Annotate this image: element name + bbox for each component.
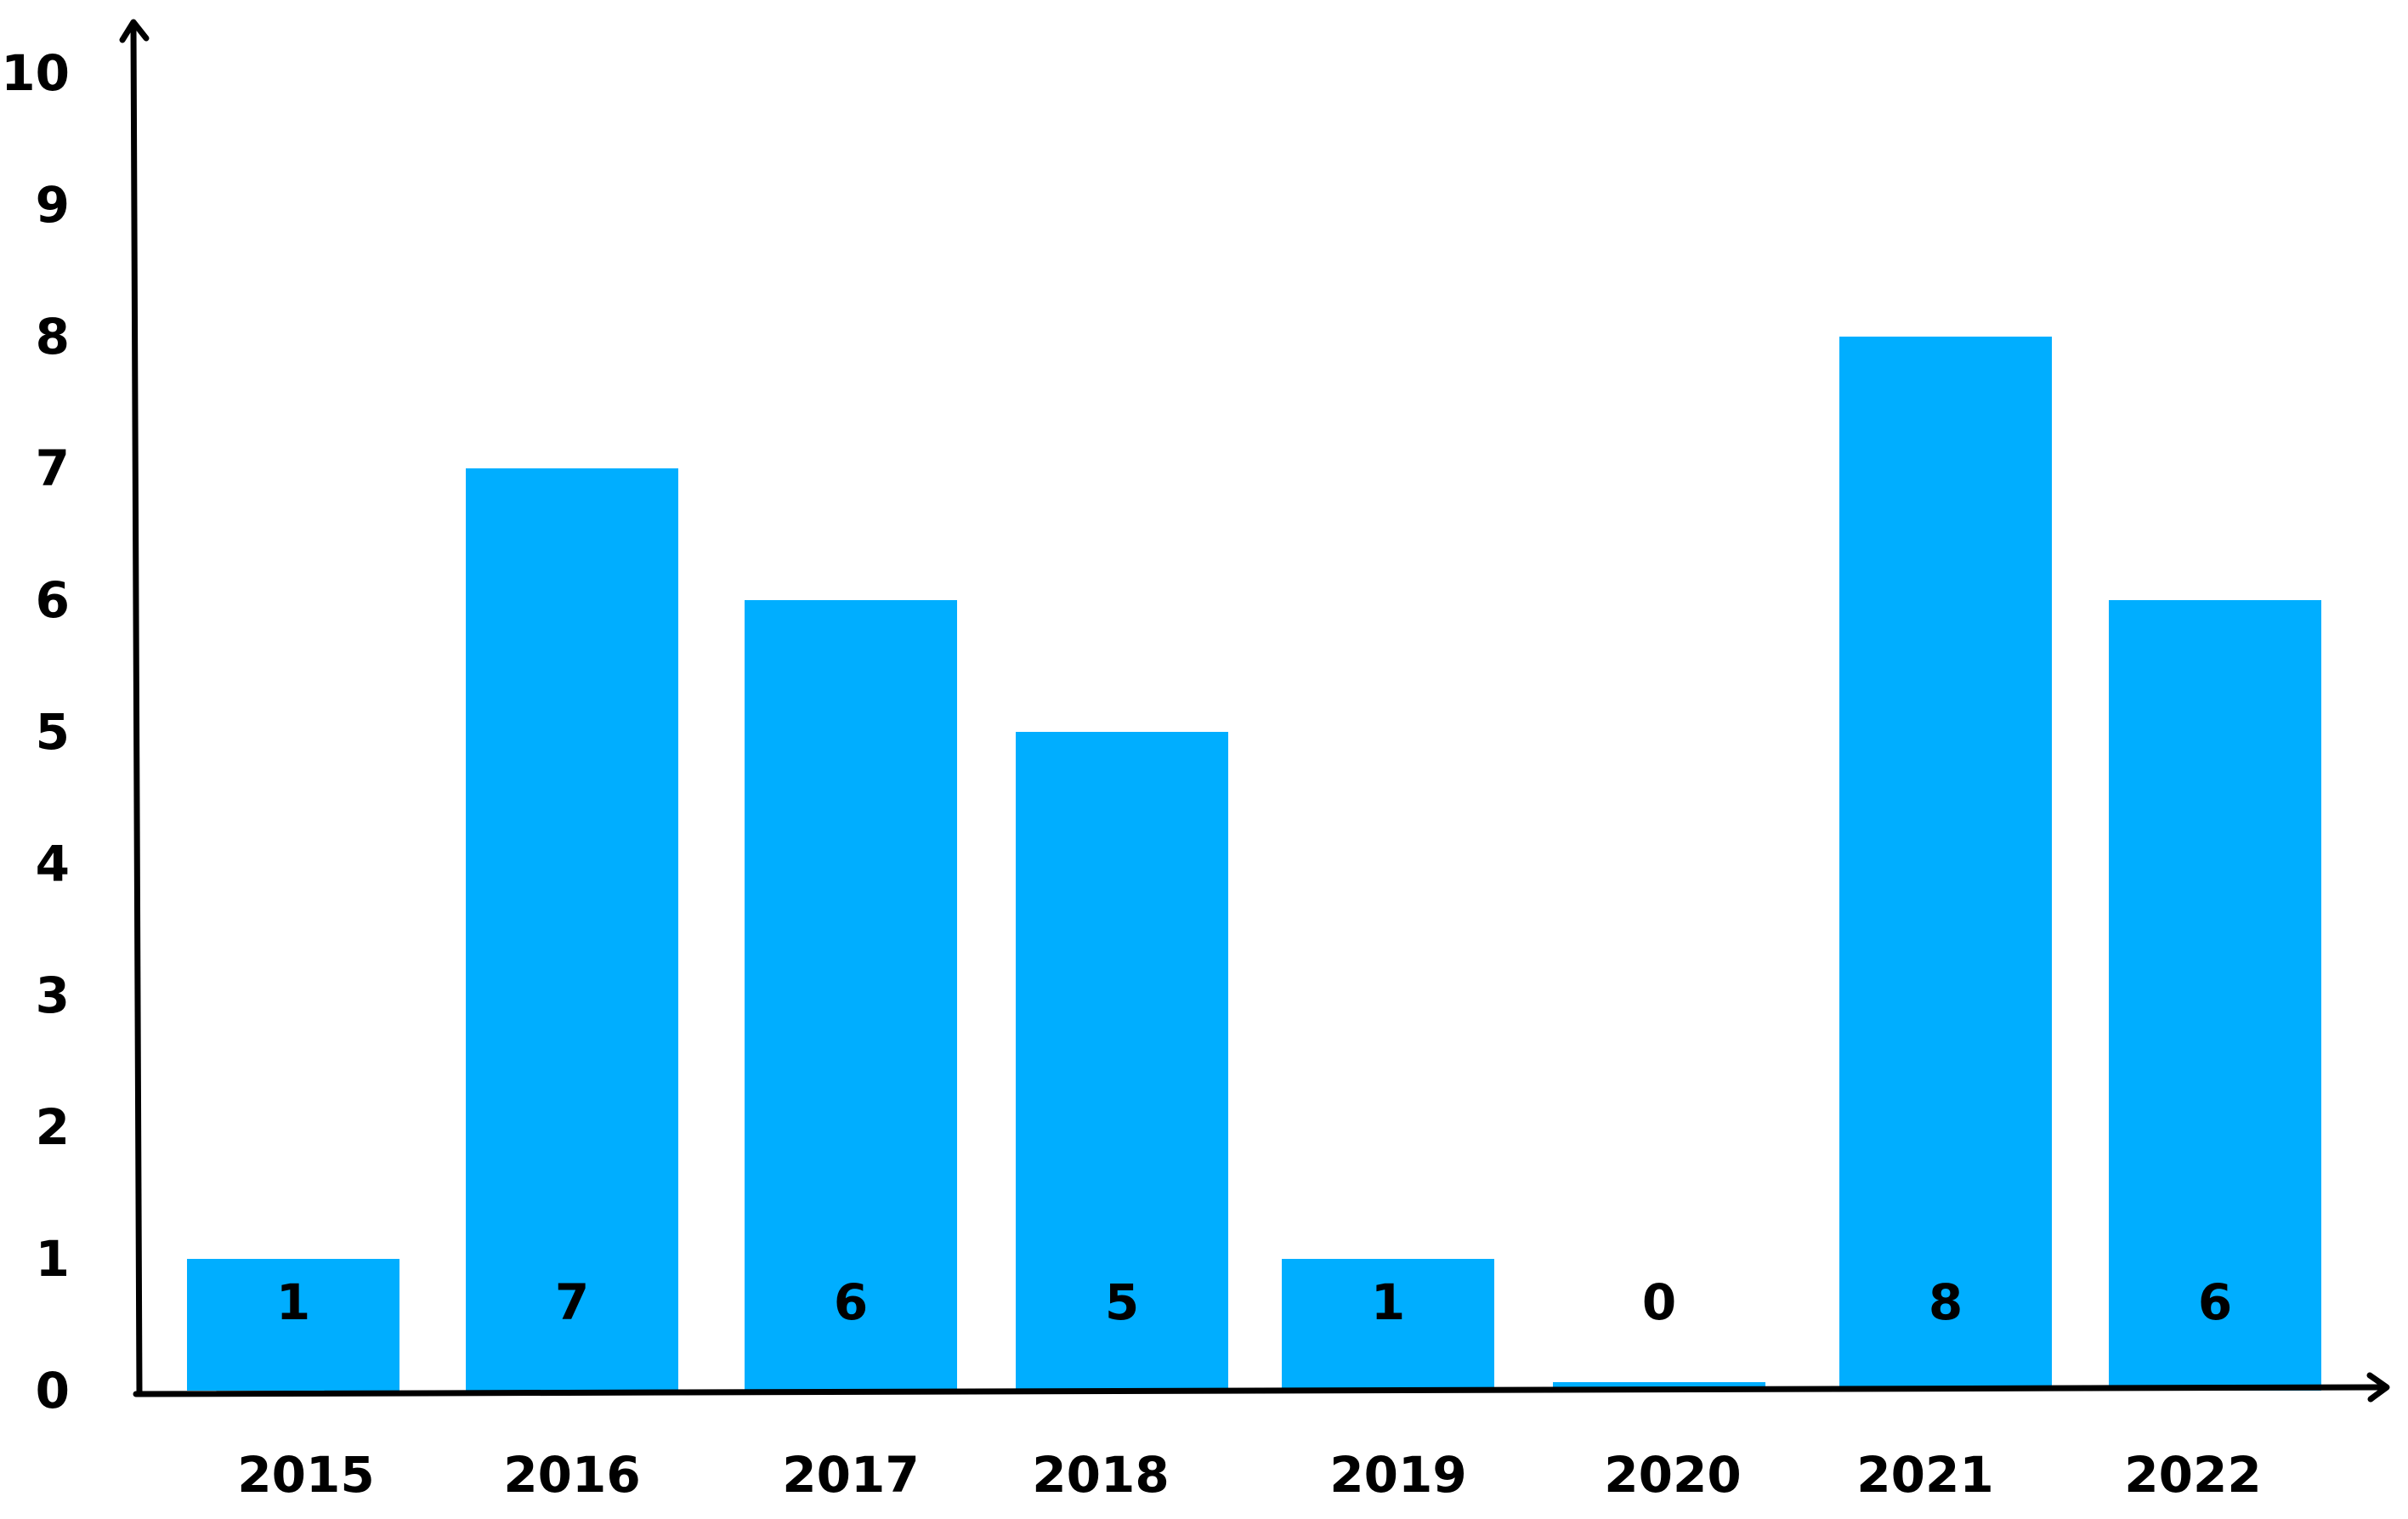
data-label-2021: 8 — [1929, 1273, 1963, 1331]
x-tick-label-2018: 2018 — [1032, 1446, 1169, 1504]
y-tick-labels: 0 1 2 3 4 5 6 7 8 9 10 — [1, 44, 70, 1420]
y-axis-line — [130, 22, 143, 1397]
bar-2015 — [187, 1259, 399, 1391]
x-axis-arrow — [2366, 1372, 2390, 1403]
y-tick-label-10: 10 — [1, 44, 70, 102]
bar-2019 — [1282, 1259, 1494, 1391]
bar-2016 — [466, 468, 678, 1391]
axes-group — [119, 19, 2390, 1403]
bar-2018 — [1016, 732, 1228, 1391]
x-tick-labels: 2015 2016 2017 2018 2019 2020 2021 2022 — [237, 1446, 2261, 1504]
bar-2020 — [1553, 1382, 1765, 1391]
data-label-2016: 7 — [555, 1273, 589, 1331]
x-tick-label-2016: 2016 — [503, 1446, 640, 1504]
bar-2022 — [2109, 600, 2321, 1391]
y-tick-label-4: 4 — [36, 835, 70, 893]
y-tick-label-1: 1 — [36, 1230, 70, 1288]
bars-group — [187, 337, 2321, 1391]
x-tick-label-2022: 2022 — [2124, 1446, 2261, 1504]
x-tick-label-2020: 2020 — [1604, 1446, 1741, 1504]
y-tick-label-2: 2 — [36, 1098, 70, 1156]
y-tick-label-7: 7 — [36, 439, 70, 497]
x-tick-label-2021: 2021 — [1856, 1446, 1993, 1504]
y-tick-label-5: 5 — [36, 703, 70, 761]
data-label-2018: 5 — [1105, 1273, 1139, 1331]
data-label-2017: 6 — [834, 1273, 868, 1331]
y-tick-label-8: 8 — [36, 308, 70, 366]
data-label-2019: 1 — [1371, 1273, 1405, 1331]
bar-2021 — [1839, 337, 2052, 1391]
y-axis-arrow — [119, 19, 150, 43]
y-tick-label-9: 9 — [36, 176, 70, 234]
x-tick-label-2015: 2015 — [237, 1446, 374, 1504]
data-label-2022: 6 — [2198, 1273, 2232, 1331]
x-axis-line — [133, 1384, 2388, 1397]
y-tick-label-0: 0 — [36, 1362, 70, 1420]
y-tick-label-3: 3 — [36, 966, 70, 1024]
bar-2017 — [745, 600, 957, 1391]
data-label-2020: 0 — [1642, 1273, 1676, 1331]
y-tick-label-6: 6 — [36, 571, 70, 629]
x-tick-label-2017: 2017 — [782, 1446, 919, 1504]
data-label-2015: 1 — [276, 1273, 310, 1331]
x-tick-label-2019: 2019 — [1329, 1446, 1466, 1504]
